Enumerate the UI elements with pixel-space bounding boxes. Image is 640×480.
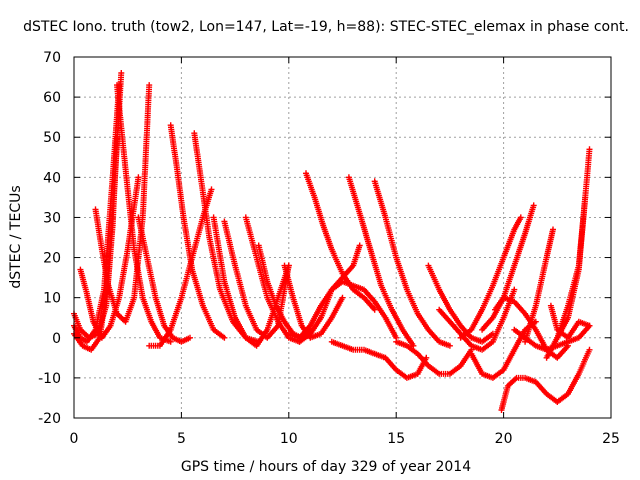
series-arc-18 [371, 178, 453, 349]
series-arc-33 [554, 146, 593, 341]
y-tick-label: -10 [38, 371, 61, 387]
plus-markers [135, 214, 193, 345]
y-tick-label: 50 [43, 130, 61, 146]
series-arc-31 [522, 226, 556, 345]
x-tick-label: 20 [495, 431, 513, 447]
plus-markers [285, 242, 363, 341]
series-arc-30 [511, 322, 593, 353]
series-arc-10 [146, 186, 215, 349]
plus-markers [498, 346, 593, 413]
y-tick-label: 60 [43, 90, 61, 106]
series-arc-20 [285, 242, 363, 341]
series-arc-07 [135, 214, 193, 345]
x-tick-label: 15 [387, 431, 405, 447]
x-tick-label: 10 [280, 431, 298, 447]
series-arc-24 [436, 286, 518, 353]
x-tick-label: 5 [177, 431, 186, 447]
series-arc-26 [457, 214, 524, 341]
axis-ticks [73, 56, 612, 419]
y-tick-label: 20 [43, 251, 61, 267]
x-axis-label: GPS time / hours of day 329 of year 2014 [181, 459, 471, 475]
plus-markers [296, 278, 400, 345]
plus-markers [146, 186, 215, 349]
plus-markers [436, 286, 518, 353]
y-tick-label: 10 [43, 291, 61, 307]
plus-markers [543, 194, 589, 361]
series-arc-08 [167, 122, 228, 341]
plus-markers [167, 122, 228, 341]
plus-markers [554, 146, 593, 341]
plus-markers [522, 226, 556, 345]
plus-markers [511, 322, 593, 353]
x-tick-label: 25 [602, 431, 620, 447]
y-axis-label: dSTEC / TECUs [8, 185, 24, 288]
grid-lines [74, 57, 611, 418]
plus-markers [345, 174, 417, 349]
plus-markers [114, 82, 174, 345]
y-tick-label: -20 [38, 411, 61, 427]
series-arc-28 [498, 346, 593, 413]
series-arc-06 [114, 82, 174, 345]
plus-markers [328, 338, 430, 381]
x-tick-label: 0 [70, 431, 79, 447]
series-arc-19 [296, 278, 400, 345]
plus-markers [393, 338, 475, 377]
x-tick-labels: 0 5 10 15 20 25 [70, 431, 620, 447]
series-arc-34 [543, 194, 589, 361]
series-arc-17 [345, 174, 417, 349]
plus-markers [457, 214, 524, 341]
series-arc-05 [92, 82, 153, 325]
plot-frame [73, 56, 612, 419]
data-series [71, 70, 593, 413]
y-tick-label: 70 [43, 50, 61, 66]
plus-markers [92, 82, 153, 325]
series-arc-21 [328, 338, 430, 381]
y-tick-label: 0 [52, 331, 61, 347]
y-tick-labels: -20 -10 0 10 20 30 40 50 60 70 [38, 50, 61, 427]
series-arc-22 [393, 338, 475, 377]
chart-title: dSTEC Iono. truth (tow2, Lon=147, Lat=-1… [23, 19, 629, 35]
y-tick-label: 30 [43, 210, 61, 226]
y-tick-label: 40 [43, 170, 61, 186]
plus-markers [371, 178, 453, 349]
